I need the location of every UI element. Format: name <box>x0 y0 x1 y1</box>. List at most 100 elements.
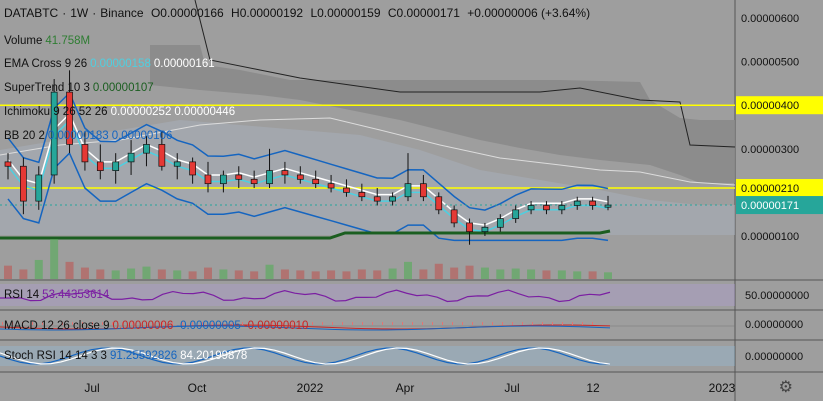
macd-histogram-bar <box>362 322 363 325</box>
candle-body <box>389 196 396 202</box>
stoch-axis-label: 0.00000000 <box>745 351 803 363</box>
rsi-axis-label: 50.00000000 <box>745 290 809 302</box>
change-value: +0.00000006 (+3.64%) <box>467 6 591 20</box>
price-tick-label: 0.00000100 <box>741 231 799 243</box>
volume-bar <box>527 269 536 279</box>
candle-body <box>604 204 612 208</box>
candle-body <box>189 161 196 176</box>
time-tick-label: 2022 <box>297 381 324 395</box>
volume-bar <box>373 270 382 279</box>
macd-histogram-bar <box>352 322 353 325</box>
candle-body <box>143 144 150 154</box>
close-value: C0.00000171 <box>387 6 460 20</box>
candle-body <box>481 226 489 232</box>
macd-histogram-bar <box>272 322 273 325</box>
macd-histogram-bar <box>132 322 133 325</box>
macd-histogram-bar <box>302 322 303 325</box>
volume-bar <box>342 271 351 279</box>
price-tick-label: 0.00000300 <box>741 144 799 156</box>
indicator-value: 0.00000252 <box>110 106 172 118</box>
candle-body <box>96 161 104 171</box>
settings-gear-icon[interactable]: ⚙ <box>778 379 793 396</box>
volume-bar <box>296 270 305 279</box>
time-tick-label: Jul <box>504 381 519 395</box>
macd-histogram-bar <box>162 322 163 325</box>
volume-bar <box>327 270 336 279</box>
candle-body <box>20 165 27 202</box>
indicator-value: 0.00000183 <box>47 130 109 142</box>
candle-body <box>373 196 381 202</box>
legend-volume[interactable]: Volume 41.758M <box>4 35 93 47</box>
macd-histogram-bar <box>552 322 553 325</box>
candle-body <box>527 205 535 211</box>
macd-histogram-bar <box>262 322 263 325</box>
candle-body <box>343 187 350 193</box>
macd-histogram-bar <box>252 322 253 325</box>
candle-body <box>496 218 504 228</box>
macd-histogram-bar <box>52 322 53 325</box>
interval-label[interactable]: 1W <box>70 6 89 20</box>
symbol-name[interactable]: DATABTC <box>4 6 59 20</box>
candle-body <box>296 174 304 180</box>
legend-rsi[interactable]: RSI 14 53.44353614 <box>4 289 112 301</box>
macd-histogram-bar <box>282 322 283 325</box>
volume-bar <box>573 271 582 279</box>
volume-bar <box>496 269 505 279</box>
macd-histogram-bar <box>332 322 333 325</box>
time-tick-label: Oct <box>188 381 207 395</box>
ichimoku-span-a <box>0 117 736 186</box>
macd-histogram-bar <box>442 322 443 325</box>
candle-body <box>173 161 181 167</box>
macd-histogram-bar <box>292 322 293 325</box>
candle-body <box>35 174 43 202</box>
macd-histogram-bar <box>242 322 243 325</box>
legend-supertrend[interactable]: SuperTrend 10 3 0.00000107 <box>4 82 157 94</box>
macd-histogram-bar <box>312 322 313 325</box>
candle-body <box>512 209 520 219</box>
indicator-label: MACD 12 26 close 9 <box>4 320 110 332</box>
volume-bar <box>419 269 428 279</box>
separator: · <box>62 6 67 20</box>
volume-bar <box>265 264 274 279</box>
macd-histogram-bar <box>372 322 373 325</box>
macd-histogram-bar <box>62 322 63 325</box>
volume-bar <box>204 267 212 279</box>
legend-ichimoku[interactable]: Ichimoku 9 26 52 26 0.00000252 0.00000446 <box>4 106 238 118</box>
volume-bar <box>80 267 89 279</box>
indicator-label: Stoch RSI 14 14 3 3 <box>4 350 107 362</box>
volume-bar <box>465 265 474 279</box>
candle-body <box>127 152 135 163</box>
volume-bar <box>250 271 259 279</box>
volume-bar <box>480 267 489 279</box>
time-tick-label: Apr <box>396 381 415 395</box>
candle-body <box>66 91 73 145</box>
indicator-label: BB 20 2 <box>4 130 45 142</box>
separator: · <box>92 6 97 20</box>
price-tick-label: 0.00000400 <box>741 100 799 112</box>
volume-bar <box>542 270 551 279</box>
rsi-pane-bg <box>0 281 735 310</box>
volume-bar <box>404 261 412 279</box>
macd-histogram-bar <box>522 322 523 325</box>
macd-histogram-bar <box>322 322 323 325</box>
macd-histogram-bar <box>472 322 473 325</box>
exchange-label: Binance <box>100 6 144 20</box>
indicator-value: 0.00000006 <box>112 320 174 332</box>
ema-fast <box>7 119 609 233</box>
candle-body <box>81 144 89 163</box>
ichimoku-span-b <box>194 0 736 148</box>
volume-bar <box>188 271 197 279</box>
legend-macd[interactable]: MACD 12 26 close 9 0.00000006 -0.00000005-… <box>4 320 311 332</box>
legend-bollinger[interactable]: BB 20 2 0.00000183 0.00000106 <box>4 130 175 142</box>
candle-body <box>235 174 243 180</box>
macd-histogram-bar <box>32 322 33 325</box>
legend-ema-cross[interactable]: EMA Cross 9 26 0.00000158 0.00000161 <box>4 58 218 70</box>
volume-bar <box>280 269 289 279</box>
macd-histogram-bar <box>562 322 563 325</box>
indicator-value: 84.20199878 <box>180 350 248 362</box>
volume-bar <box>96 269 105 279</box>
candle-body <box>281 170 289 176</box>
legend-stoch-rsi[interactable]: Stoch RSI 14 14 3 3 91.25592826 84.2019987… <box>4 350 250 362</box>
stoch-pane-bg <box>0 341 735 372</box>
